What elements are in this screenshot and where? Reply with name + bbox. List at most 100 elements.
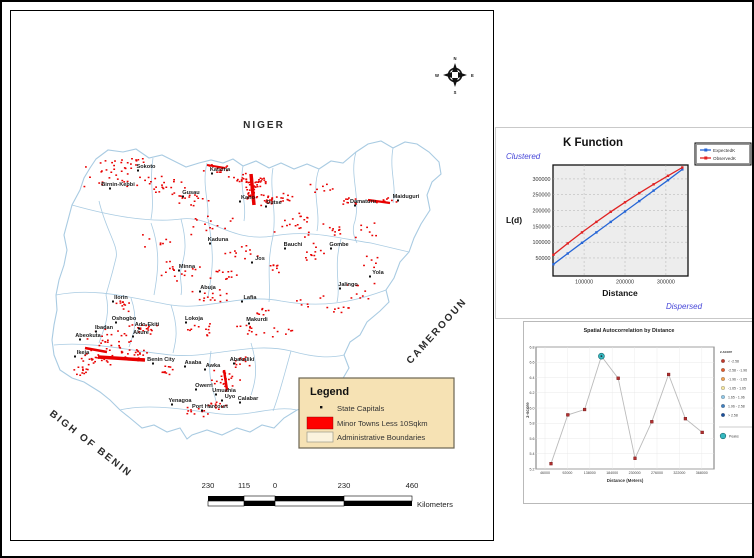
minor-town-dot [382,200,385,202]
minor-town-dot [137,350,140,353]
z-score-point [616,376,620,380]
minor-town-dot [255,333,258,336]
minor-town-dot [197,197,200,199]
minor-town-dot [215,270,218,273]
k-function-title: K Function [563,137,623,149]
minor-town-dot [94,356,97,359]
minor-town-dot [208,325,211,328]
state-capital-dot [215,393,217,396]
minor-town-dot [316,188,318,191]
cameroon-country-label: CAMEROOUN [405,296,470,366]
minor-town-dot [291,195,294,198]
minor-town-dot [314,258,317,260]
minor-town-dot [92,362,95,364]
minor-town-dot [291,329,294,332]
minor-town-dot [242,358,245,360]
minor-town-dot [286,198,289,201]
minor-town-dot [137,159,140,161]
minor-town-dot [219,402,221,405]
svg-text:250000: 250000 [533,193,551,199]
minor-town-dot [120,170,123,172]
minor-town-dot [218,289,221,291]
minor-town-dot [187,329,189,331]
minor-town-dot [347,307,350,309]
minor-town-dot [221,378,223,381]
minor-town-dot [154,177,157,180]
minor-town-dot [329,189,332,191]
minor-town-dot [355,293,358,295]
minor-town-cluster-streak [222,369,229,391]
minor-town-dot [238,180,241,183]
minor-town-dot [245,324,248,327]
minor-town-dot [236,180,239,182]
minor-town-dot [196,195,198,198]
minor-town-dot [211,292,214,295]
k-y-axis-label: L(d) [506,215,522,225]
minor-town-dot [391,199,393,202]
minor-town-dot [190,328,193,330]
minor-town-dot [271,269,274,271]
minor-town-dot [240,179,243,181]
svg-text:322000: 322000 [673,471,685,475]
minor-town-cluster-streak [84,346,108,354]
minor-town-dot [181,197,184,199]
ac-legend-entry: 1.96 - 2.58 [728,404,745,408]
minor-town-dot [337,307,340,309]
minor-town-dot [304,236,306,238]
minor-town-dot [128,325,131,327]
minor-town-dot [240,246,243,248]
minor-town-dot [169,241,172,243]
svg-text:5.2: 5.2 [530,467,535,471]
minor-town-dot [218,269,221,272]
minor-town-dot [209,277,212,279]
minor-town-dot [215,401,218,403]
minor-town-dot [88,358,91,360]
svg-text:300000: 300000 [657,280,675,286]
legend-item-minor-towns: Minor Towns Less 10Sqkm [337,419,428,428]
minor-town-dot [333,234,336,236]
minor-town-dot [191,290,194,293]
minor-town-dot [82,360,85,362]
minor-town-dot [143,349,145,352]
minor-town-dot [263,177,265,180]
minor-town-dot [294,225,297,227]
minor-town-dot [228,276,230,278]
minor-town-dot [319,249,322,252]
minor-town-dot [287,328,290,331]
minor-town-dot [171,368,174,371]
minor-town-dot [99,162,102,164]
minor-town-dot [173,180,175,183]
minor-town-dot [135,160,138,162]
minor-town-dot [164,365,167,367]
minor-town-dot [361,295,364,297]
minor-town-dot [110,344,113,347]
minor-town-dot [141,324,144,326]
minor-town-dot [347,202,349,204]
minor-town-dot [271,197,274,199]
minor-town-dot [83,185,86,188]
svg-text:150000: 150000 [533,224,551,230]
state-capital-dot [284,247,286,250]
minor-town-dot [73,369,76,371]
minor-town-dot [161,186,164,188]
minor-town-dot [229,220,232,222]
minor-town-dot [123,303,125,306]
state-capital-label: Damaturu [350,199,377,205]
minor-town-dot [256,185,259,188]
minor-town-dot [131,158,133,160]
minor-town-dot [386,198,388,200]
minor-town-dot [97,354,100,356]
minor-town-dot [260,204,263,207]
state-capital-label: Makurdi [246,317,268,323]
minor-town-dot [119,300,122,302]
minor-town-dot [350,297,353,299]
minor-town-dot [147,329,150,331]
minor-town-dot [120,350,123,353]
minor-town-dot [169,366,172,368]
svg-text:184000: 184000 [606,471,618,475]
minor-town-dot [373,222,376,224]
autocorrelation-legend: z-score < -2.58 -2.58 - -1.96 -1.96 - -1.65… [719,350,752,440]
state-capital-dot [132,335,134,338]
minor-town-dot [382,199,385,201]
minor-town-dot [259,177,262,179]
